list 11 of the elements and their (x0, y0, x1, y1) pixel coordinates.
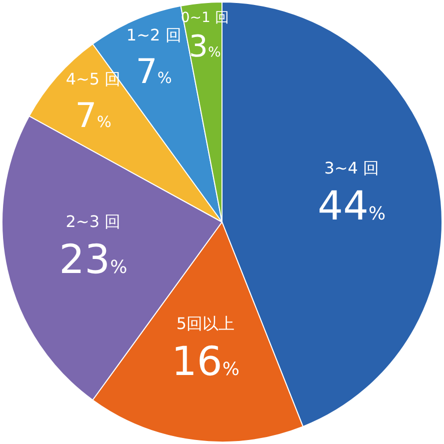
data-label: 7% (136, 52, 172, 92)
data-label: 3% (188, 30, 221, 65)
slice-label: 1~2 回 (126, 26, 182, 45)
data-label: 23% (59, 236, 128, 283)
slice-label: 3~4 回 (324, 158, 380, 178)
slice-label: 2~3 回 (66, 212, 121, 231)
data-label: 7% (75, 96, 112, 136)
slice-label: 4~5 回 (66, 70, 121, 89)
data-label: 44% (318, 183, 386, 230)
data-label: 16% (171, 338, 240, 385)
slice-label: 5回以上 (176, 314, 235, 333)
